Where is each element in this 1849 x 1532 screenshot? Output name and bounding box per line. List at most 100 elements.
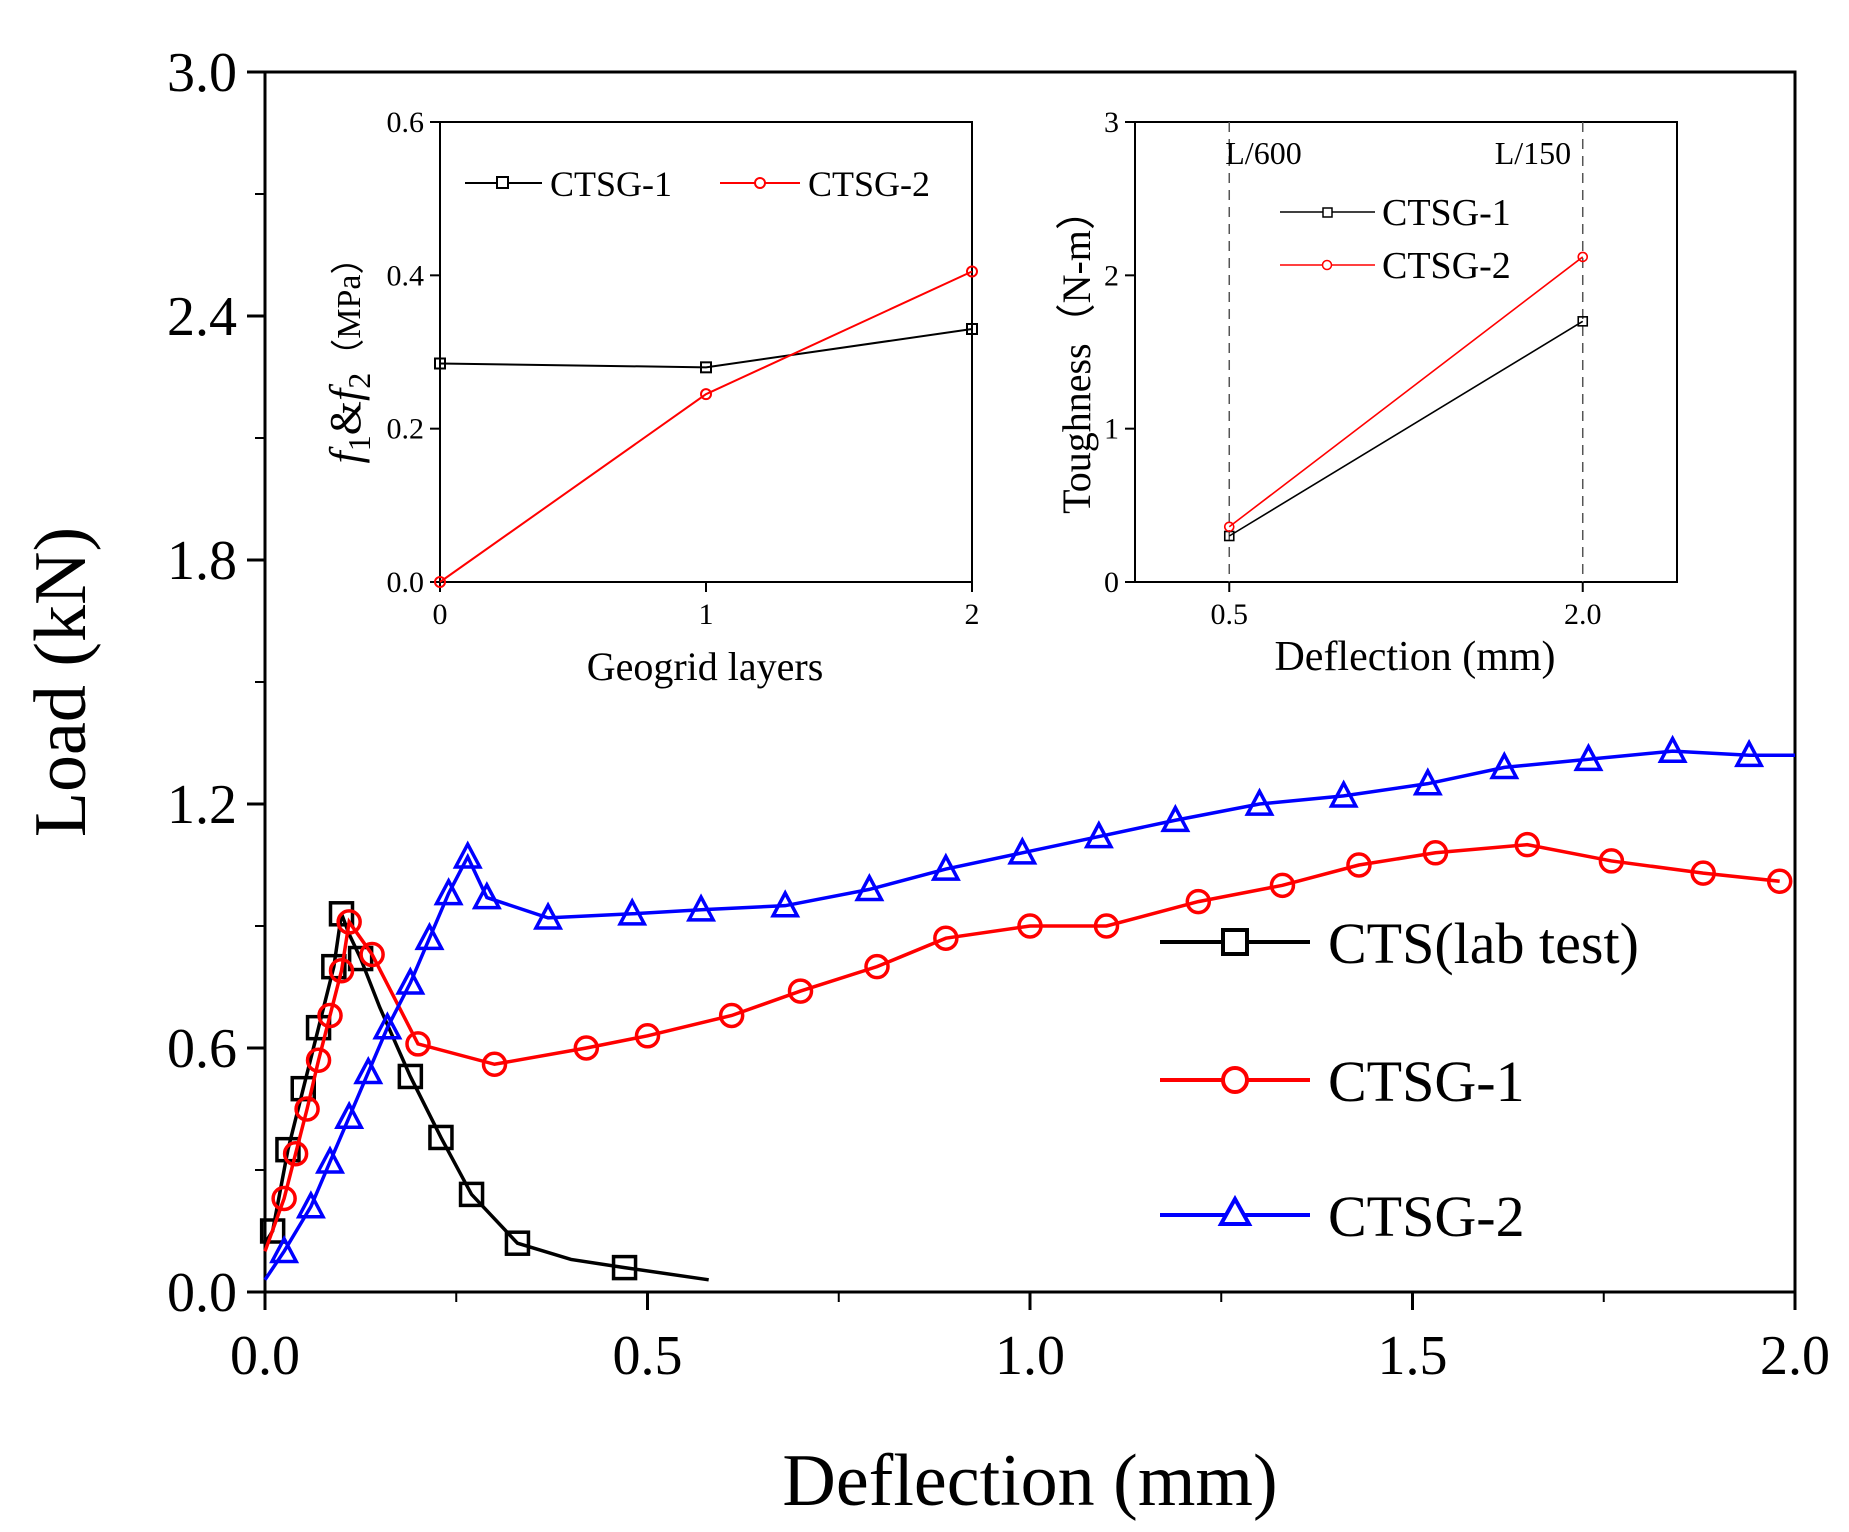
data-point-ctsg2 [1734, 738, 1765, 768]
inset-right-legend-square-icon [1322, 207, 1333, 218]
inset-left-ylabel-sub2: 2 [341, 373, 377, 389]
data-point-ctsg1 [1017, 913, 1043, 939]
inset-right-line-ctsg1 [1228, 320, 1584, 537]
data-point-ctsg2 [686, 893, 717, 922]
inset-right-annotation: L/150 [1495, 135, 1571, 171]
main-y-tick-label: 3.0 [167, 42, 237, 104]
data-point-ctsg1 [1422, 840, 1449, 866]
data-point-ctsg1 [1598, 848, 1625, 874]
inset-left-plot-frame [439, 121, 973, 583]
inset-left-x-tick-label: 2 [965, 598, 980, 631]
data-point-ctsg2 [452, 840, 483, 869]
data-point-cts [611, 1254, 638, 1281]
inset-left-legend-circle-icon [754, 177, 766, 189]
inset-right-y-tick-label: 1 [1104, 413, 1119, 446]
data-point-ctsg2 [334, 1100, 365, 1130]
legend-item-ctsg1: CTSG-1 [1160, 1049, 1525, 1114]
data-point-ctsg2 [1657, 734, 1688, 764]
data-point-ctsg1 [328, 957, 355, 984]
inset-left-ylabel-unit: （MPa） [330, 241, 368, 373]
legend-marker-square-icon [1221, 928, 1249, 956]
legend-label-cts: CTS(lab test) [1328, 911, 1639, 976]
data-point-ctsg1 [1269, 872, 1296, 899]
data-point-cts [458, 1181, 485, 1208]
inset-left-y-axis-label: f1&f2（MPa） [321, 241, 377, 464]
inset-left-point-ctsg2 [966, 265, 978, 278]
inset-right-point-ctsg2 [1223, 521, 1235, 533]
main-y-tick-label: 2.4 [167, 286, 237, 348]
inset-chart-right: 0.5 2.0 0 1 2 3 L/600 L/150 Deflection (mm) Tou… [1054, 106, 1678, 680]
inset-right-legend-circle-icon [1321, 259, 1333, 271]
data-point-ctsg2 [1489, 751, 1520, 780]
data-point-ctsg1 [359, 941, 385, 968]
data-point-ctsg2 [1083, 820, 1114, 849]
data-point-ctsg2 [471, 881, 502, 910]
data-point-cts [428, 1124, 454, 1151]
inset-left-legend-label-ctsg1: CTSG-1 [550, 164, 672, 204]
data-point-ctsg2 [1007, 836, 1038, 865]
inset-right-legend: CTSG-1 CTSG-2 [1280, 192, 1511, 287]
main-x-tick-label: 1.5 [1378, 1325, 1448, 1387]
data-point-ctsg2 [433, 877, 464, 906]
inset-right-legend-label-ctsg2: CTSG-2 [1382, 245, 1511, 287]
inset-left-x-axis-label: Geogrid layers [587, 644, 824, 689]
data-point-ctsg1 [271, 1185, 297, 1212]
data-point-ctsg1 [1514, 831, 1540, 858]
data-point-ctsg2 [295, 1190, 326, 1219]
inset-left-y-tick-label: 0.6 [387, 106, 425, 139]
inset-left-y-tick-label: 0.2 [387, 413, 425, 446]
data-point-ctsg1 [1185, 888, 1212, 915]
data-point-ctsg1 [294, 1096, 320, 1122]
inset-right-legend-label-ctsg1: CTSG-1 [1382, 192, 1511, 234]
data-point-ctsg1 [305, 1047, 332, 1073]
data-point-ctsg1 [787, 978, 814, 1004]
data-point-cts [504, 1230, 531, 1256]
inset-left-point-ctsg1 [966, 323, 978, 335]
data-point-ctsg1 [405, 1031, 431, 1057]
inset-right-line-ctsg2 [1228, 256, 1584, 528]
inset-left-point-ctsg2 [434, 576, 446, 588]
inset-left-y-tick-label: 0.0 [387, 566, 425, 599]
inset-left-x-tick-label: 0 [433, 598, 448, 631]
data-point-ctsg1 [718, 1002, 745, 1029]
data-point-ctsg1 [864, 953, 890, 980]
data-point-ctsg2 [533, 901, 564, 930]
data-point-ctsg2 [395, 966, 426, 995]
series-line-ctsg2 [263, 749, 1795, 1281]
data-point-ctsg2 [269, 1234, 300, 1264]
legend-item-ctsg2: CTSG-2 [1160, 1184, 1525, 1249]
data-point-ctsg1 [1093, 913, 1120, 939]
data-point-cts [397, 1063, 424, 1090]
inset-chart-left: 0 1 2 0.0 0.2 0.4 0.6 Geogrid layers f1&f2（MPa… [321, 106, 980, 689]
main-x-tick-label: 0.0 [230, 1325, 300, 1387]
inset-right-annotation: L/600 [1225, 135, 1301, 171]
data-point-ctsg1 [1690, 860, 1716, 886]
main-y-tick-label: 0.0 [167, 1262, 237, 1324]
data-point-ctsg2 [1412, 767, 1443, 796]
data-point-ctsg2 [315, 1145, 346, 1174]
legend-marker-circle-icon [1221, 1066, 1249, 1094]
data-point-ctsg1 [481, 1051, 508, 1078]
data-point-ctsg2 [1573, 742, 1604, 772]
data-point-ctsg2 [414, 921, 445, 951]
data-point-cts [328, 901, 355, 927]
inset-right-x-tick-label: 0.5 [1211, 598, 1249, 631]
main-axis-ticks: 0.0 0.5 1.0 1.5 2.0 0.0 0.6 1.2 1.8 2.4 3.0 [167, 42, 1830, 1387]
inset-left-point-ctsg2 [700, 388, 712, 401]
inset-right-y-axis-label: Toughness（N-m） [1054, 190, 1099, 514]
data-point-ctsg1 [317, 1002, 343, 1029]
inset-left-ylabel-sub1: 1 [341, 435, 377, 451]
inset-left-axis-ticks: 0 1 2 0.0 0.2 0.4 0.6 [387, 106, 980, 631]
inset-left-legend: CTSG-1 CTSG-2 [465, 164, 930, 204]
data-point-ctsg2 [770, 889, 801, 918]
data-point-ctsg1 [933, 925, 959, 951]
data-point-ctsg2 [854, 873, 885, 902]
main-legend: CTS(lab test) CTSG-1 CTSG-2 [1160, 911, 1639, 1249]
inset-right-axis-ticks: 0.5 2.0 0 1 2 3 L/600 L/150 [1104, 106, 1601, 631]
legend-label-ctsg2: CTSG-2 [1328, 1184, 1525, 1249]
main-series-layer [259, 734, 1795, 1282]
data-point-cts [347, 945, 374, 972]
legend-label-ctsg1: CTSG-1 [1328, 1049, 1525, 1114]
inset-right-point-ctsg1 [1577, 316, 1589, 327]
inset-right-plot-frame [1134, 121, 1678, 583]
